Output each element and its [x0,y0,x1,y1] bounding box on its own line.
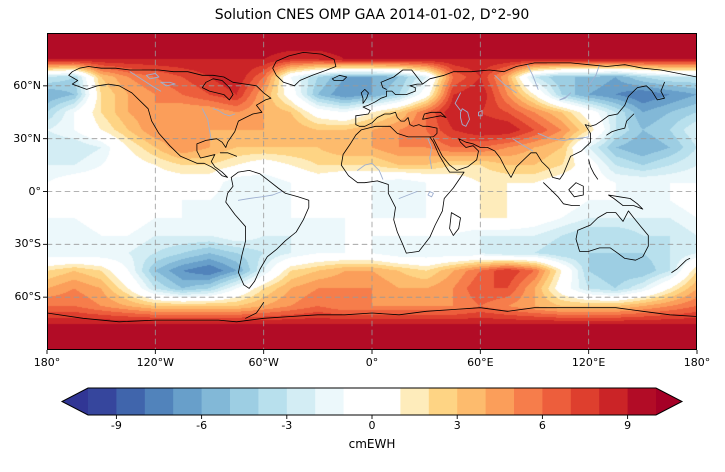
river-lake-line [588,64,600,87]
coastline [606,113,635,136]
coastline [449,212,461,236]
y-axis-tick-label: 0° [28,184,42,198]
colorbar-segment [88,388,117,415]
coastline [201,78,234,101]
river-lake-line [559,92,572,101]
coastline [355,111,438,138]
colorbar-segment [627,388,657,415]
coastline [671,257,691,273]
coastline [340,125,465,254]
river-lake-line [201,108,212,141]
colorbar-segment [343,388,373,415]
map-border [47,33,697,350]
coastline [588,159,599,180]
colorbar-segment [116,388,146,415]
x-axis-tick-label: 120°E [571,356,606,369]
colorbar-tick-label: 9 [624,419,632,432]
coastline [225,169,310,289]
coastline [272,51,337,87]
colorbar-segment [570,388,600,415]
y-axis-tick-label: 60°N [13,78,41,92]
colorbar-segment [542,388,572,415]
colorbar-tick-label: -9 [110,419,122,432]
coastline [422,111,447,120]
x-axis-tick-label: 0° [365,356,379,369]
colorbar-segment [485,388,515,415]
x-axis-tick-label: 180° [683,356,711,369]
coastline [360,89,369,104]
river-lake-line [526,64,539,90]
colorbar-segment [400,388,430,415]
colorbar-segment [514,388,543,415]
coastline [331,74,348,81]
river-lake-line [537,132,590,141]
y-axis-tick-label: 60°S [14,290,41,304]
colorbar-label: cmEWH [348,437,396,451]
coastline [608,194,644,210]
figure-title: Solution CNES OMP GAA 2014-01-02, D°2-90 [214,7,530,23]
river-lake-line [454,92,461,111]
river-lake-line [427,138,433,170]
coastline [219,152,238,157]
colorbar-tick-label: 6 [538,419,546,432]
colorbar-segment [144,388,174,415]
colorbar-under-arrow [62,388,88,415]
coastline [245,301,265,319]
colorbar-segment [457,388,487,415]
x-axis-tick-label: 180° [33,356,61,369]
coastline [568,182,584,198]
river-lake-line [160,81,176,87]
river-lake-line [427,191,434,198]
coastline [432,81,665,180]
colorbar-tick-label: -6 [196,419,208,432]
colorbar-segment [599,388,629,415]
river-lake-line [512,138,534,152]
river-lake-line [237,191,283,201]
river-lake-line [145,73,160,80]
coastline [422,62,697,85]
colorbar-segment [230,388,259,415]
colorbar-tick-label: 0 [368,419,376,432]
colorbar-segment [201,388,231,415]
river-lake-line [478,110,483,117]
x-axis-tick-label: 120°W [136,356,175,369]
x-axis-tick-label: 60°W [248,356,279,369]
river-lake-line [398,191,418,199]
river-lake-line [212,108,236,117]
colorbar-segment [315,388,345,415]
river-lake-line [129,71,162,92]
y-axis-tick-label: 30°S [14,237,41,251]
coastline [47,307,697,323]
river-lake-line [494,74,517,94]
coastline [355,69,424,117]
coastline [575,210,649,261]
colorbar-segment [173,388,203,415]
coastline [68,66,272,178]
map-overlay-svg [47,33,697,350]
x-axis-tick-label: 60°E [467,356,494,369]
colorbar-segment [258,388,288,415]
colorbar-segment [286,388,316,415]
colorbar-over-arrow [656,388,682,415]
y-axis-tick-label: 30°N [13,131,41,145]
colorbar-segment [372,388,401,415]
river-lake-line [460,108,470,127]
river-lake-line [357,162,384,180]
colorbar-tick-label: 3 [453,419,461,432]
colorbar-tick-label: -3 [281,419,293,432]
colorbar-outline [60,387,684,416]
map-axes [47,33,697,350]
colorbar-segment [428,388,458,415]
coastline [543,182,580,207]
